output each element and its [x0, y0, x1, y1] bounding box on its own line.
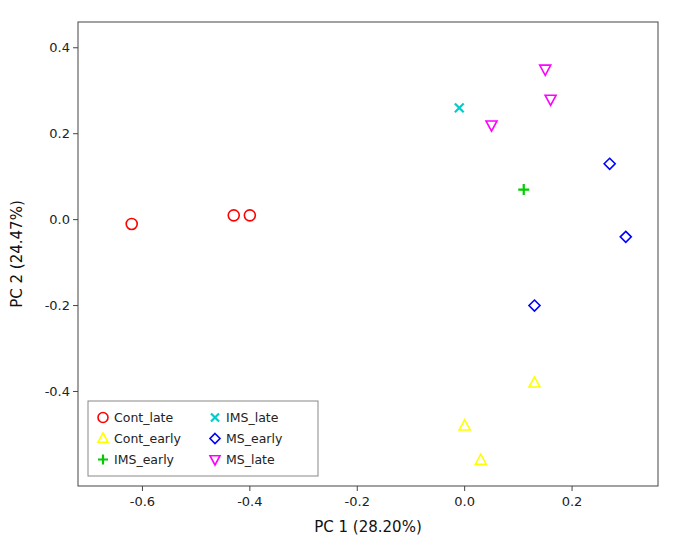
legend-label: Cont_early — [114, 431, 181, 446]
legend-marker — [98, 433, 108, 442]
y-tick — [73, 133, 78, 134]
point — [486, 121, 497, 131]
legend-label: Cont_late — [114, 410, 173, 425]
y-tick-label: 0.4 — [49, 40, 70, 55]
y-axis-label: PC 2 (24.47%) — [8, 200, 26, 308]
y-tick-label: 0.2 — [49, 126, 70, 141]
x-tick-label: 0.0 — [454, 494, 475, 509]
legend-marker — [210, 434, 220, 444]
point — [126, 218, 137, 229]
x-tick — [357, 486, 358, 491]
x-tick — [464, 486, 465, 491]
legend: Cont_late Cont_early IMS_early IMS_late MS_e… — [88, 401, 318, 476]
legend-label: IMS_early — [114, 452, 175, 467]
legend-marker — [98, 455, 108, 465]
point — [545, 95, 556, 105]
x-tick-label: 0.2 — [562, 494, 583, 509]
x-tick-label: -0.2 — [345, 494, 370, 509]
y-tick-label: -0.4 — [45, 384, 70, 399]
point — [244, 210, 255, 221]
point — [604, 158, 615, 169]
y-tick — [73, 47, 78, 48]
y-tick-label: 0.0 — [49, 212, 70, 227]
x-axis-label: PC 1 (28.20%) — [314, 518, 422, 536]
legend-label: IMS_late — [226, 410, 279, 425]
point — [518, 184, 529, 195]
y-tick — [73, 219, 78, 220]
legend-label: MS_late — [226, 452, 275, 467]
x-tick — [142, 486, 143, 491]
point — [475, 454, 486, 464]
x-tick — [249, 486, 250, 491]
point — [459, 420, 470, 430]
y-tick — [73, 391, 78, 392]
legend-label: MS_early — [226, 431, 283, 446]
legend-box — [88, 401, 318, 476]
legend-marker — [98, 413, 108, 423]
legend-marker — [211, 414, 219, 422]
plot-frame — [78, 22, 658, 486]
point — [529, 377, 540, 387]
legend-marker — [210, 456, 220, 465]
point — [455, 104, 464, 113]
point — [540, 65, 551, 75]
y-tick-label: -0.2 — [45, 298, 70, 313]
point — [620, 231, 631, 242]
x-tick-label: -0.6 — [130, 494, 155, 509]
x-tick-label: -0.4 — [237, 494, 262, 509]
chart: -0.6 -0.4 -0.2 0.0 0.2 -0.4 -0.2 0.0 0.2 0.4 PC 1 … — [0, 0, 680, 550]
point — [228, 210, 239, 221]
x-tick — [572, 486, 573, 491]
point — [529, 300, 540, 311]
y-tick — [73, 305, 78, 306]
